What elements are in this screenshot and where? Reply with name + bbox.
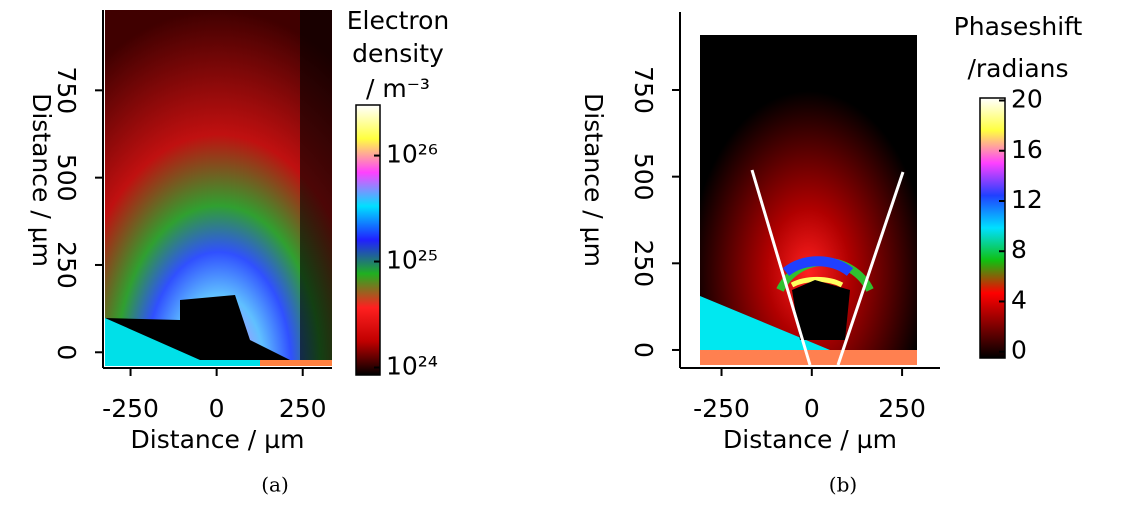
x-tick-label: 250 xyxy=(878,394,926,423)
heatmap-image-a xyxy=(105,10,332,366)
colorbar-tick-label: 20 xyxy=(1011,85,1043,114)
y-tick-label: 750 xyxy=(52,66,81,114)
x-tick-label: -250 xyxy=(693,394,750,423)
y-axis-label: Distance / µm xyxy=(27,93,56,267)
y-tick-label: 0 xyxy=(52,344,81,360)
y-axis-label: Distance / µm xyxy=(579,93,608,267)
colorbar-tick-label: 12 xyxy=(1011,185,1043,214)
colorbar xyxy=(979,97,1006,359)
colorbar-label: Electron xyxy=(347,6,450,35)
colorbar-tick-label: 8 xyxy=(1011,235,1027,264)
colorbar-tick-label: 16 xyxy=(1011,135,1043,164)
x-tick-label: 0 xyxy=(209,394,225,423)
y-tick-label: 750 xyxy=(629,66,658,114)
colorbar-tick-label: 10²⁶ xyxy=(386,140,438,169)
heatmap-image-b xyxy=(700,35,917,366)
x-axis-label: Distance / µm xyxy=(131,425,305,454)
y-tick-label: 500 xyxy=(52,154,81,202)
colorbar-label: density xyxy=(352,39,444,68)
colorbar-label: Phaseshift xyxy=(954,12,1083,41)
y-tick-label: 250 xyxy=(52,241,81,289)
colorbar-tick-label: 10²⁴ xyxy=(386,352,438,381)
y-tick-label: 0 xyxy=(629,342,658,358)
caption: (a) xyxy=(261,473,289,497)
colorbar-label: / m⁻³ xyxy=(366,74,430,103)
x-tick-label: -250 xyxy=(102,394,159,423)
caption: (b) xyxy=(829,473,857,497)
y-tick-label: 500 xyxy=(629,153,658,201)
x-tick-label: 250 xyxy=(279,394,327,423)
colorbar xyxy=(355,104,381,376)
x-tick-label: 0 xyxy=(804,394,820,423)
colorbar-tick-label: 10²⁵ xyxy=(386,246,438,275)
colorbar-tick-label: 0 xyxy=(1011,336,1027,365)
colorbar-tick-label: 4 xyxy=(1011,285,1027,314)
y-tick-label: 250 xyxy=(629,239,658,287)
x-axis-label: Distance / µm xyxy=(723,425,897,454)
colorbar-label: /radians xyxy=(967,54,1068,83)
